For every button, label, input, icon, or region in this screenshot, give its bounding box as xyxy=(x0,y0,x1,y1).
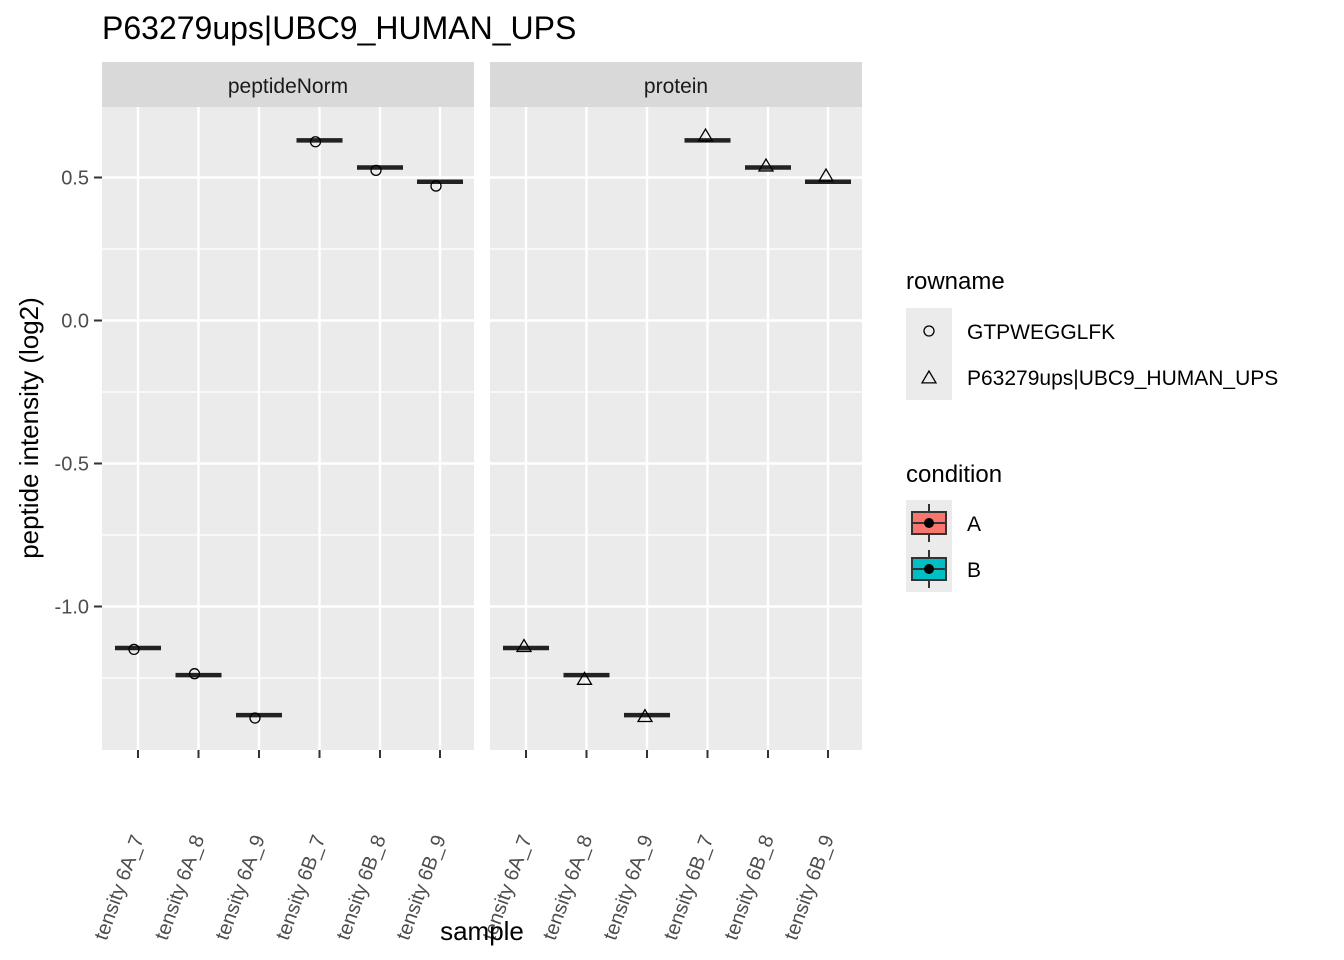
point-tensity 6A_7 xyxy=(128,643,140,656)
y-tick-label: 0.5 xyxy=(61,168,89,190)
legend-dot xyxy=(924,518,934,528)
y-tick-label: -1.0 xyxy=(55,597,89,619)
point-tensity 6A_9 xyxy=(636,708,654,723)
x-tick-label: tensity 6A_7 xyxy=(90,832,148,943)
strip-peptideNorm xyxy=(102,62,474,107)
legend-item-label: B xyxy=(967,559,981,582)
strip-protein xyxy=(490,62,862,107)
chart-title: P63279ups|UBC9_HUMAN_UPS xyxy=(102,10,576,46)
legend-condition-title: condition xyxy=(906,461,1002,488)
y-tick-label: -0.5 xyxy=(55,454,89,476)
legend: rowname condition GTPWEGGLFK P63279ups|UB… xyxy=(906,268,1278,592)
legend-item-label: GTPWEGGLFK xyxy=(967,321,1115,344)
x-tick-label: tensity 6B_9 xyxy=(780,832,838,943)
legend-item-label: P63279ups|UBC9_HUMAN_UPS xyxy=(967,367,1278,390)
legend-key-bg xyxy=(906,354,952,400)
point-tensity 6A_9 xyxy=(249,712,261,724)
x-tick-label: tensity 6B_7 xyxy=(272,832,330,943)
point-tensity 6A_8 xyxy=(188,668,201,680)
legend-dot xyxy=(924,564,934,574)
point-tensity 6B_8 xyxy=(370,164,382,177)
triangle-icon xyxy=(920,369,938,384)
x-axis-title: sample xyxy=(440,916,524,946)
point-tensity 6B_8 xyxy=(757,157,775,172)
point-tensity 6B_9 xyxy=(817,167,835,182)
y-axis: 0.5 0.0 -0.5 -1.0 xyxy=(55,168,102,619)
strip-label-protein: protein xyxy=(644,75,708,98)
circle-icon xyxy=(923,325,935,337)
y-axis-title: peptide intensity (log2) xyxy=(14,297,44,559)
y-tick-label: 0.0 xyxy=(61,311,89,333)
x-tick-label: tensity 6A_9 xyxy=(599,832,657,943)
point-tensity 6B_9 xyxy=(430,180,442,192)
point-tensity 6A_7 xyxy=(515,638,533,653)
x-tick-label: tensity 6A_8 xyxy=(539,832,597,943)
point-tensity 6B_7 xyxy=(309,136,322,148)
legend-rowname-title: rowname xyxy=(906,268,1005,295)
x-tick-label: tensity 6B_8 xyxy=(332,832,390,943)
panel-bg-peptideNorm xyxy=(102,107,474,750)
point-tensity 6B_7 xyxy=(697,127,714,142)
x-tick-label: tensity 6A_8 xyxy=(151,832,209,943)
legend-key-bg xyxy=(906,308,952,354)
x-tick-label: tensity 6A_9 xyxy=(211,832,269,943)
point-tensity 6A_8 xyxy=(576,671,593,685)
x-tick-label: tensity 6B_8 xyxy=(720,832,778,943)
legend-item-label: A xyxy=(967,513,981,536)
panel-bg-protein xyxy=(490,107,862,750)
x-tick-label: tensity 6B_7 xyxy=(660,832,718,943)
strip-label-peptideNorm: peptideNorm xyxy=(228,75,348,98)
